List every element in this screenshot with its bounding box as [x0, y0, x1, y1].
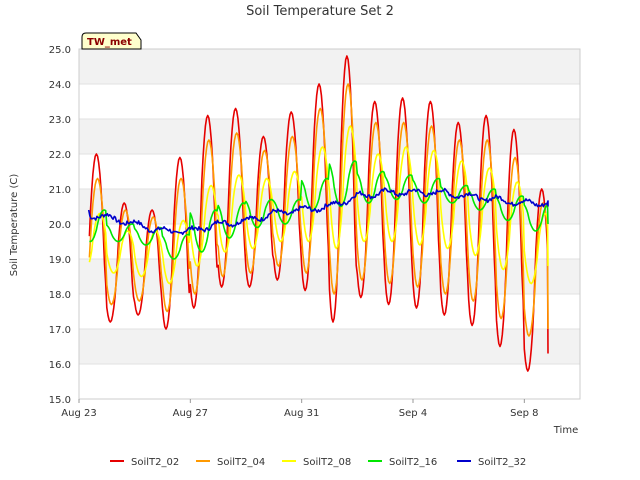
- grid-band: [79, 329, 580, 364]
- chart-title: Soil Temperature Set 2: [246, 4, 394, 19]
- station-badge-box: [81, 32, 142, 50]
- x-axis-label: Time: [553, 425, 578, 436]
- y-tick-label: 16.0: [49, 360, 71, 371]
- y-tick-label: 21.0: [49, 185, 71, 196]
- legend-label-soilt2_08: SoilT2_08: [303, 457, 351, 468]
- legend-label-soilt2_02: SoilT2_02: [131, 457, 179, 468]
- y-tick-label: 24.0: [49, 80, 71, 91]
- x-axis-ticks: Aug 23 Aug 27 Aug 31 Sep 4 Sep 8: [61, 399, 539, 419]
- x-tick-label: Sep 4: [399, 408, 427, 419]
- y-tick-label: 22.0: [49, 150, 71, 161]
- series-lines: [87, 55, 549, 372]
- plot-background: [78, 48, 581, 400]
- y-tick-label: 20.0: [49, 220, 71, 231]
- x-tick-label: Aug 31: [284, 408, 319, 419]
- x-tick-label: Aug 23: [61, 408, 96, 419]
- y-tick-label: 19.0: [49, 255, 71, 266]
- x-tick-label: Sep 8: [510, 408, 538, 419]
- y-tick-label: 25.0: [49, 45, 71, 56]
- grid-band: [79, 49, 580, 84]
- series-line-soilt2_32: [87, 187, 549, 236]
- plot-frame: [78, 48, 581, 400]
- legend-label-soilt2_16: SoilT2_16: [389, 457, 437, 468]
- series-line-soilt2_08: [88, 125, 549, 285]
- series-line-soilt2_04: [88, 83, 549, 337]
- y-tick-label: 15.0: [49, 395, 71, 406]
- y-axis-ticks: 15.0 16.0 17.0 18.0 19.0 20.0 21.0 22.0 23.0 24.0…: [49, 45, 71, 406]
- legend-label-soilt2_32: SoilT2_32: [478, 457, 526, 468]
- station-badge-label: TW_met: [87, 37, 132, 48]
- series-line-soilt2_02: [88, 55, 549, 372]
- y-tick-label: 17.0: [49, 325, 71, 336]
- y-tick-label: 18.0: [49, 290, 71, 301]
- legend: SoilT2_02 SoilT2_04 SoilT2_08 SoilT2_16 Soil…: [110, 457, 526, 468]
- legend-label-soilt2_04: SoilT2_04: [217, 457, 265, 468]
- y-axis-label: Soil Temperature (C): [9, 174, 20, 277]
- grid-band: [79, 119, 580, 154]
- y-tick-label: 23.0: [49, 115, 71, 126]
- x-tick-label: Aug 27: [173, 408, 208, 419]
- station-badge: TW_met: [81, 32, 142, 50]
- series-line-soilt2_16: [89, 160, 549, 260]
